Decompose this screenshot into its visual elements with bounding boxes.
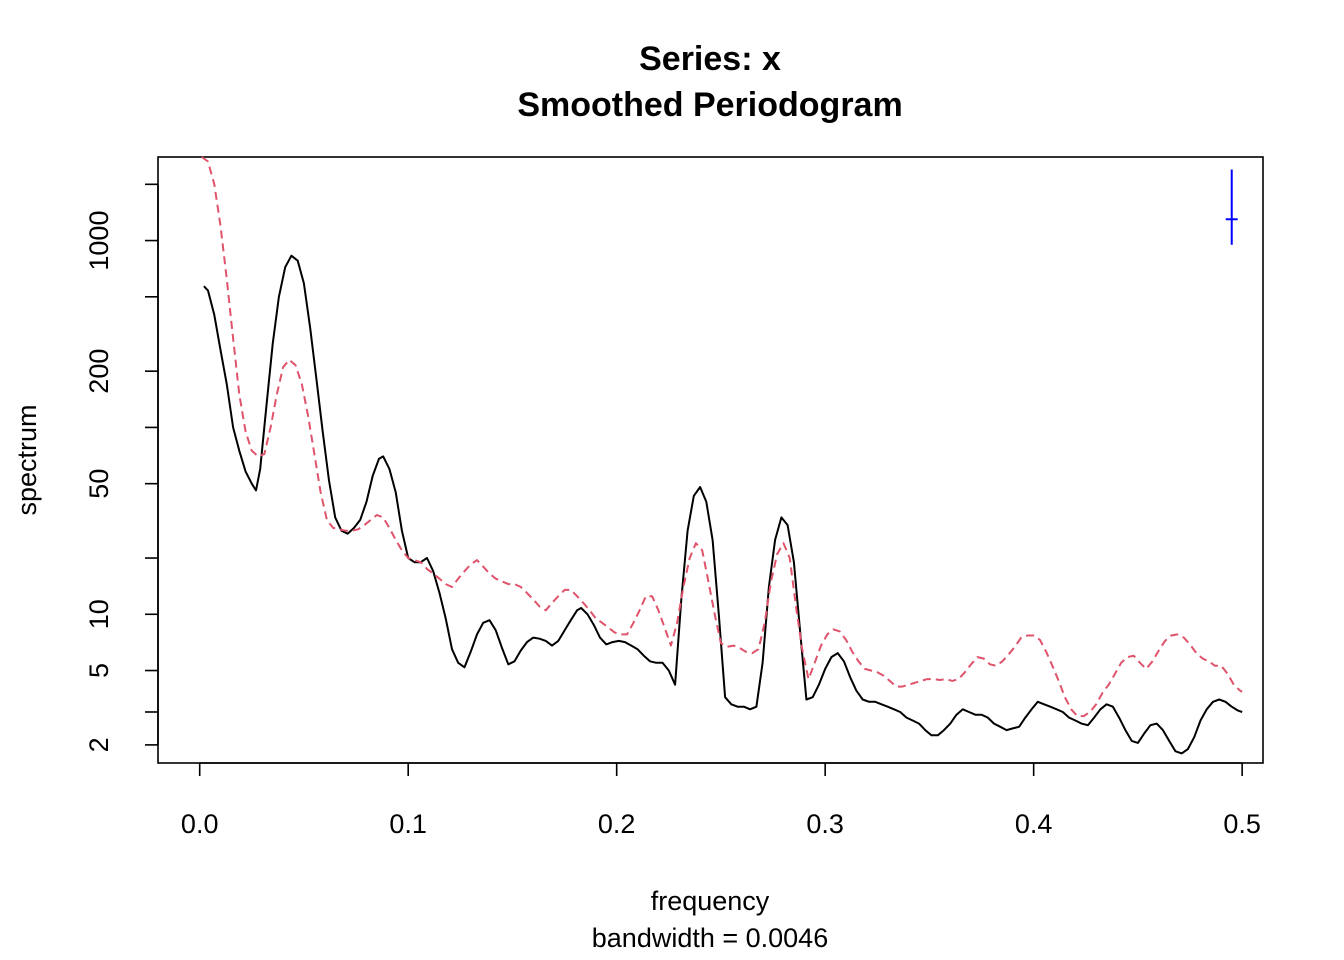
x-tick-label: 0.4 [1015,809,1053,839]
y-tick-label: 50 [84,469,114,499]
chart-title: Series: x [639,40,781,78]
x-axis: 0.0 0.1 0.2 0.3 0.4 0.5 [181,762,1261,839]
y-axis-label: spectrum [12,404,42,515]
raw-spectrum-line [203,254,1243,755]
y-tick-label: 2 [84,737,114,752]
plot-frame [157,156,1264,764]
x-axis-bandwidth-label: bandwidth = 0.0046 [592,923,828,953]
x-tick-label: 0.0 [181,809,219,839]
chart-subtitle: Smoothed Periodogram [517,86,902,124]
y-axis: 2 5 10 50 200 1000 [84,183,159,752]
series-layer [201,156,1243,755]
x-axis-label: frequency [651,886,770,916]
x-tick-label: 0.3 [806,809,844,839]
y-tick-label: 10 [84,599,114,629]
confidence-interval-bar [1225,169,1238,245]
x-tick-label: 0.5 [1223,809,1261,839]
y-tick-label: 1000 [84,211,114,271]
smoothed-spectrum-line [201,156,1243,718]
x-tick-label: 0.2 [598,809,636,839]
y-tick-label: 5 [84,663,114,678]
y-tick-label: 200 [84,349,114,394]
x-tick-label: 0.1 [389,809,427,839]
